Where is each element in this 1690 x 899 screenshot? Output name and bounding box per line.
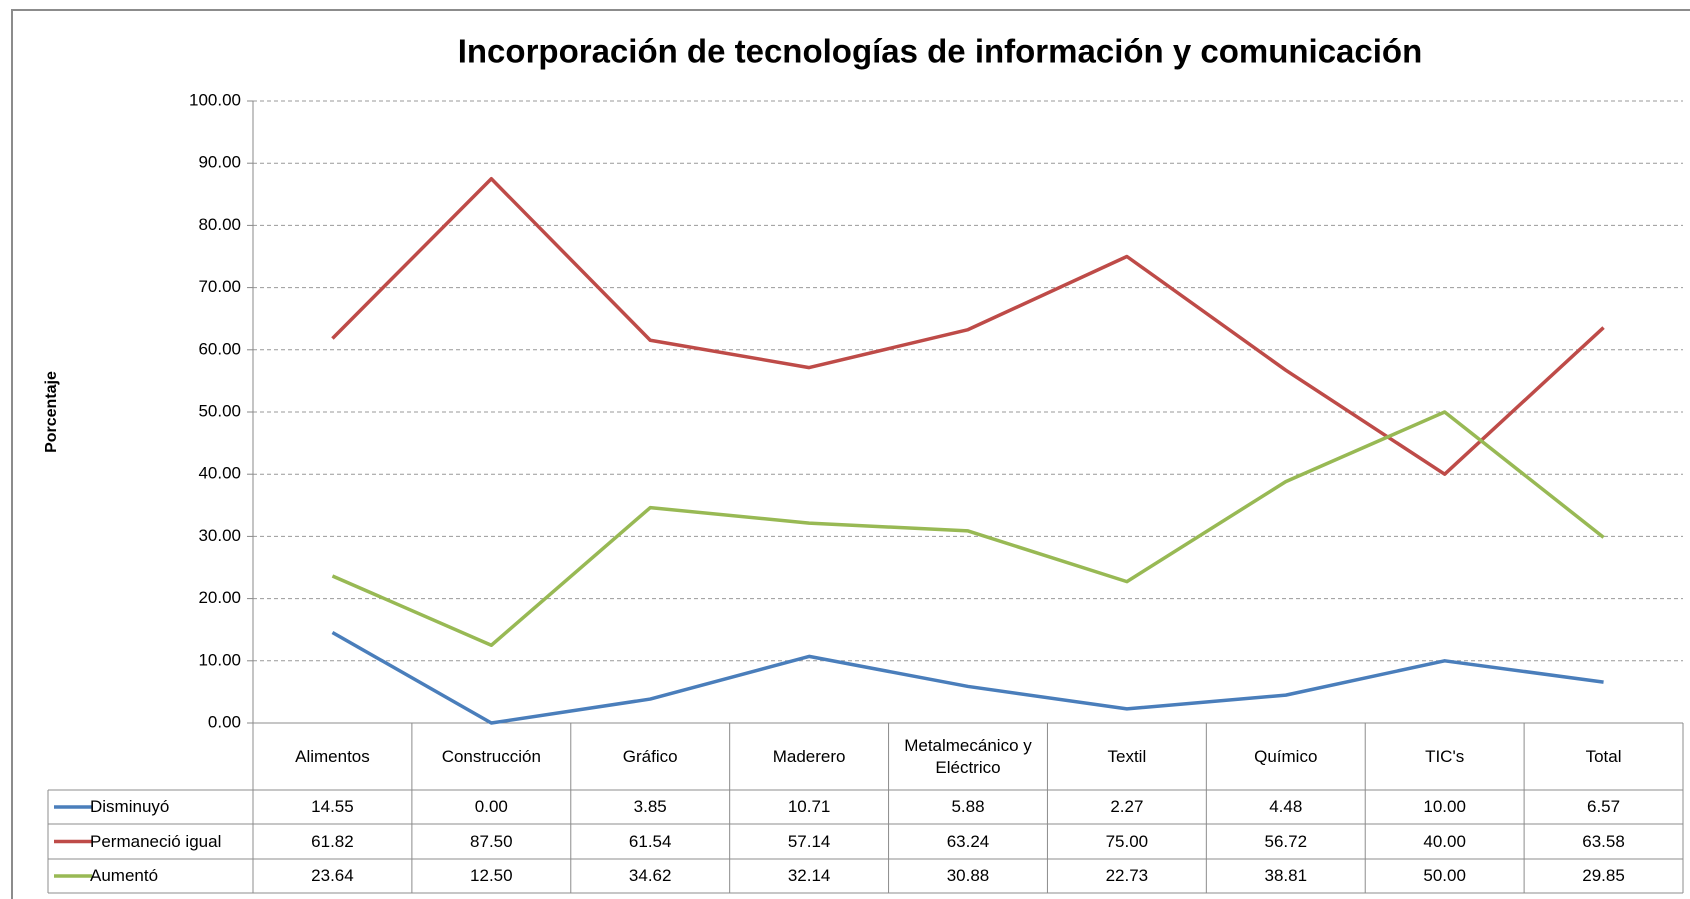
table-value: 61.82 [311, 831, 354, 851]
table-value: 50.00 [1423, 866, 1466, 886]
table-value: 4.48 [1269, 797, 1303, 817]
table-value: 30.88 [946, 866, 990, 886]
table-value: 6.57 [1587, 797, 1621, 817]
y-tick-label: 60.00 [198, 339, 241, 358]
table-value: 22.73 [1105, 866, 1149, 886]
y-tick-label: 20.00 [198, 588, 241, 607]
table-value: 57.14 [787, 831, 831, 851]
y-tick-label: 0.00 [208, 712, 241, 731]
y-axis-label: Porcentaje [43, 371, 60, 453]
series-line [331, 177, 1605, 476]
series-line [331, 630, 1604, 725]
table-value: 61.54 [628, 831, 672, 851]
table-value: 12.50 [470, 866, 513, 886]
table-value: 34.62 [628, 866, 672, 886]
category-label: Metalmecánico y Eléctrico [904, 736, 1032, 777]
category-label: Total [1585, 746, 1622, 766]
series-line [331, 410, 1605, 647]
table-value: 5.88 [951, 797, 985, 817]
y-tick-label: 10.00 [198, 650, 241, 669]
y-tick-label: 70.00 [198, 277, 241, 296]
table-value: 56.72 [1264, 831, 1308, 851]
y-tick-label: 80.00 [198, 215, 241, 234]
table-value: 3.85 [633, 797, 667, 817]
legend-label: Disminuyó [90, 797, 170, 817]
table-value: 75.00 [1105, 831, 1149, 851]
table-value: 40.00 [1423, 831, 1466, 851]
y-tick-label: 100.00 [189, 90, 241, 109]
table-value: 10.71 [787, 797, 831, 817]
category-label: Maderero [772, 746, 846, 766]
category-label: Textil [1107, 746, 1147, 766]
legend-label: Permaneció igual [90, 831, 222, 851]
category-label: Alimentos [295, 746, 370, 766]
table-value: 63.24 [946, 831, 990, 851]
category-label: Químico [1254, 746, 1318, 766]
category-label: Construcción [441, 746, 541, 766]
table-value: 23.64 [311, 866, 354, 886]
table-value: 87.50 [470, 831, 513, 851]
table-value: 63.58 [1582, 831, 1625, 851]
table-value: 32.14 [787, 866, 831, 886]
category-label: TIC's [1425, 746, 1465, 766]
y-tick-label: 50.00 [198, 401, 241, 420]
chart-title: Incorporación de tecnologías de informac… [458, 33, 1423, 70]
chart-frame [11, 9, 1690, 899]
table-value: 2.27 [1110, 797, 1144, 817]
y-tick-label: 30.00 [198, 526, 241, 545]
category-label: Gráfico [622, 746, 678, 766]
table-value: 29.85 [1582, 866, 1625, 886]
legend-label: Aumentó [90, 866, 159, 886]
table-value: 38.81 [1264, 866, 1308, 886]
table-value: 10.00 [1423, 797, 1466, 817]
table-value: 0.00 [474, 797, 508, 817]
table-value: 14.55 [311, 797, 354, 817]
y-tick-label: 40.00 [198, 464, 241, 483]
y-tick-label: 90.00 [198, 153, 241, 172]
